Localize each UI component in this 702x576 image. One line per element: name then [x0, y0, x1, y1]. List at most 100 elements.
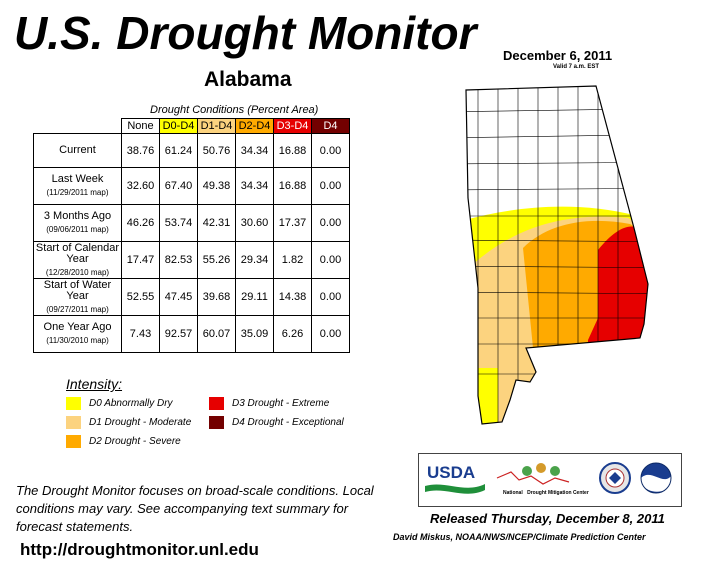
- legend-swatch: [209, 397, 224, 410]
- row-label-text: Current: [59, 144, 96, 156]
- website-link[interactable]: http://droughtmonitor.unl.edu: [20, 540, 259, 559]
- alabama-drought-map: [465, 85, 649, 425]
- table-row: 3 Months Ago (09/06/2011 map) 46.26 53.74 42…: [33, 204, 350, 242]
- legend-item-d4: D4 Drought - Exceptional: [209, 416, 344, 429]
- row-label-text: Start of Calendar Year: [35, 241, 120, 265]
- table-row: One Year Ago (11/30/2010 map) 7.43 92.57 60.…: [33, 315, 350, 353]
- table-cell: 6.26: [273, 315, 312, 353]
- map-d3-area: [588, 226, 648, 424]
- table-cell: 0.00: [311, 241, 350, 279]
- table-row: Start of Water Year (09/27/2011 map) 52.55…: [33, 278, 350, 316]
- table-cell: 46.26: [121, 204, 160, 242]
- row-label: Current: [33, 133, 122, 168]
- row-label: Start of Calendar Year (12/28/2010 map): [33, 241, 122, 279]
- row-label: 3 Months Ago (09/06/2011 map): [33, 204, 122, 242]
- noaa-logo-icon: [640, 462, 672, 494]
- table-cell: 32.60: [121, 167, 160, 205]
- tree-icon: [522, 466, 532, 476]
- table-cell: 60.07: [197, 315, 236, 353]
- table-cell: 14.38: [273, 278, 312, 316]
- table-cell: 39.68: [197, 278, 236, 316]
- logos-svg: USDA National Drought Mitigation Center: [425, 462, 672, 496]
- state-name: Alabama: [204, 68, 292, 91]
- legend-label: D2 Drought - Severe: [89, 436, 181, 447]
- legend-label: D3 Drought - Extreme: [232, 398, 330, 409]
- row-label-date: (11/29/2011 map): [46, 188, 109, 197]
- legend-item-d1: D1 Drought - Moderate: [66, 416, 191, 429]
- table-cell: 53.74: [159, 204, 198, 242]
- row-label-date: (09/06/2011 map): [46, 225, 109, 234]
- state-outline: [465, 85, 649, 425]
- tree-icon: [550, 466, 560, 476]
- table-row: Start of Calendar Year (12/28/2010 map) 17…: [33, 241, 350, 279]
- column-header: D4: [311, 118, 350, 134]
- page-title: U.S. Drought Monitor: [14, 7, 477, 59]
- table-cell: 35.09: [235, 315, 274, 353]
- column-header: None: [121, 118, 160, 134]
- row-label: One Year Ago (11/30/2010 map): [33, 315, 122, 353]
- legend-title: Intensity:: [66, 376, 123, 392]
- ndmc-label-line1: National: [503, 490, 523, 496]
- row-label-date: (12/28/2010 map): [45, 267, 110, 277]
- legend-swatch: [209, 416, 224, 429]
- table-row: Last Week (11/29/2011 map) 32.60 67.40 49.38…: [33, 167, 350, 205]
- table-cell: 0.00: [311, 278, 350, 316]
- legend-item-d2: D2 Drought - Severe: [66, 435, 181, 448]
- partner-logos: USDA National Drought Mitigation Center: [418, 453, 682, 507]
- table-cell: 34.34: [235, 167, 274, 205]
- legend-swatch: [66, 435, 81, 448]
- table-cell: 0.00: [311, 167, 350, 205]
- usda-logo: USDA: [425, 463, 485, 494]
- table-cell: 55.26: [197, 241, 236, 279]
- table-cell: 82.53: [159, 241, 198, 279]
- row-label: Last Week (11/29/2011 map): [33, 167, 122, 205]
- table-corner: [34, 119, 122, 134]
- legend-item-d3: D3 Drought - Extreme: [209, 397, 329, 410]
- ndmc-label: National Drought Mitigation Center: [503, 490, 589, 496]
- table-cell: 0.00: [311, 133, 350, 168]
- row-label-text: Last Week: [51, 173, 104, 185]
- column-header: D1-D4: [197, 118, 236, 134]
- usda-swoosh-icon: [425, 484, 485, 494]
- row-label-date: (09/27/2011 map): [46, 304, 109, 314]
- drought-conditions-table: None D0-D4 D1-D4 D2-D4 D3-D4 D4 Current 3…: [33, 118, 350, 353]
- table-cell: 7.43: [121, 315, 160, 353]
- table-cell: 16.88: [273, 133, 312, 168]
- row-label: Start of Water Year (09/27/2011 map): [33, 278, 122, 316]
- legend-label: D4 Drought - Exceptional: [232, 417, 344, 428]
- table-cell: 34.34: [235, 133, 274, 168]
- legend-swatch: [66, 397, 81, 410]
- table-cell: 1.82: [273, 241, 312, 279]
- table-cell: 38.76: [121, 133, 160, 168]
- ndmc-label-line2: Drought Mitigation Center: [527, 490, 589, 496]
- table-cell: 61.24: [159, 133, 198, 168]
- doc-seal-icon: [599, 462, 631, 494]
- table-row: Current 38.76 61.24 50.76 34.34 16.88 0.00: [33, 133, 350, 168]
- row-label-date: (11/30/2010 map): [46, 336, 109, 345]
- disclaimer-note: The Drought Monitor focuses on broad-sca…: [16, 483, 374, 534]
- valid-time: Valid 7 a.m. EST: [553, 64, 600, 70]
- map-date: December 6, 2011: [503, 48, 613, 63]
- table-cell: 0.00: [311, 315, 350, 353]
- table-cell: 42.31: [197, 204, 236, 242]
- row-label-text: 3 Months Ago: [43, 210, 112, 222]
- column-header: D3-D4: [273, 118, 312, 134]
- tree-icon: [536, 463, 546, 473]
- table-cell: 49.38: [197, 167, 236, 205]
- row-label-text: One Year Ago: [43, 321, 112, 333]
- table-cell: 47.45: [159, 278, 198, 316]
- table-cell: 67.40: [159, 167, 198, 205]
- table-cell: 29.11: [235, 278, 274, 316]
- author-credit: David Miskus, NOAA/NWS/NCEP/Climate Pred…: [393, 532, 646, 542]
- legend-swatch: [66, 416, 81, 429]
- table-cell: 50.76: [197, 133, 236, 168]
- table-cell: 17.47: [121, 241, 160, 279]
- table-cell: 29.34: [235, 241, 274, 279]
- table-cell: 52.55: [121, 278, 160, 316]
- ndmc-logo: National Drought Mitigation Center: [496, 463, 589, 496]
- release-date: Released Thursday, December 8, 2011: [430, 511, 665, 526]
- legend-label: D1 Drought - Moderate: [89, 417, 192, 428]
- table-cell: 17.37: [273, 204, 312, 242]
- table-cell: 30.60: [235, 204, 274, 242]
- usda-text: USDA: [427, 463, 475, 482]
